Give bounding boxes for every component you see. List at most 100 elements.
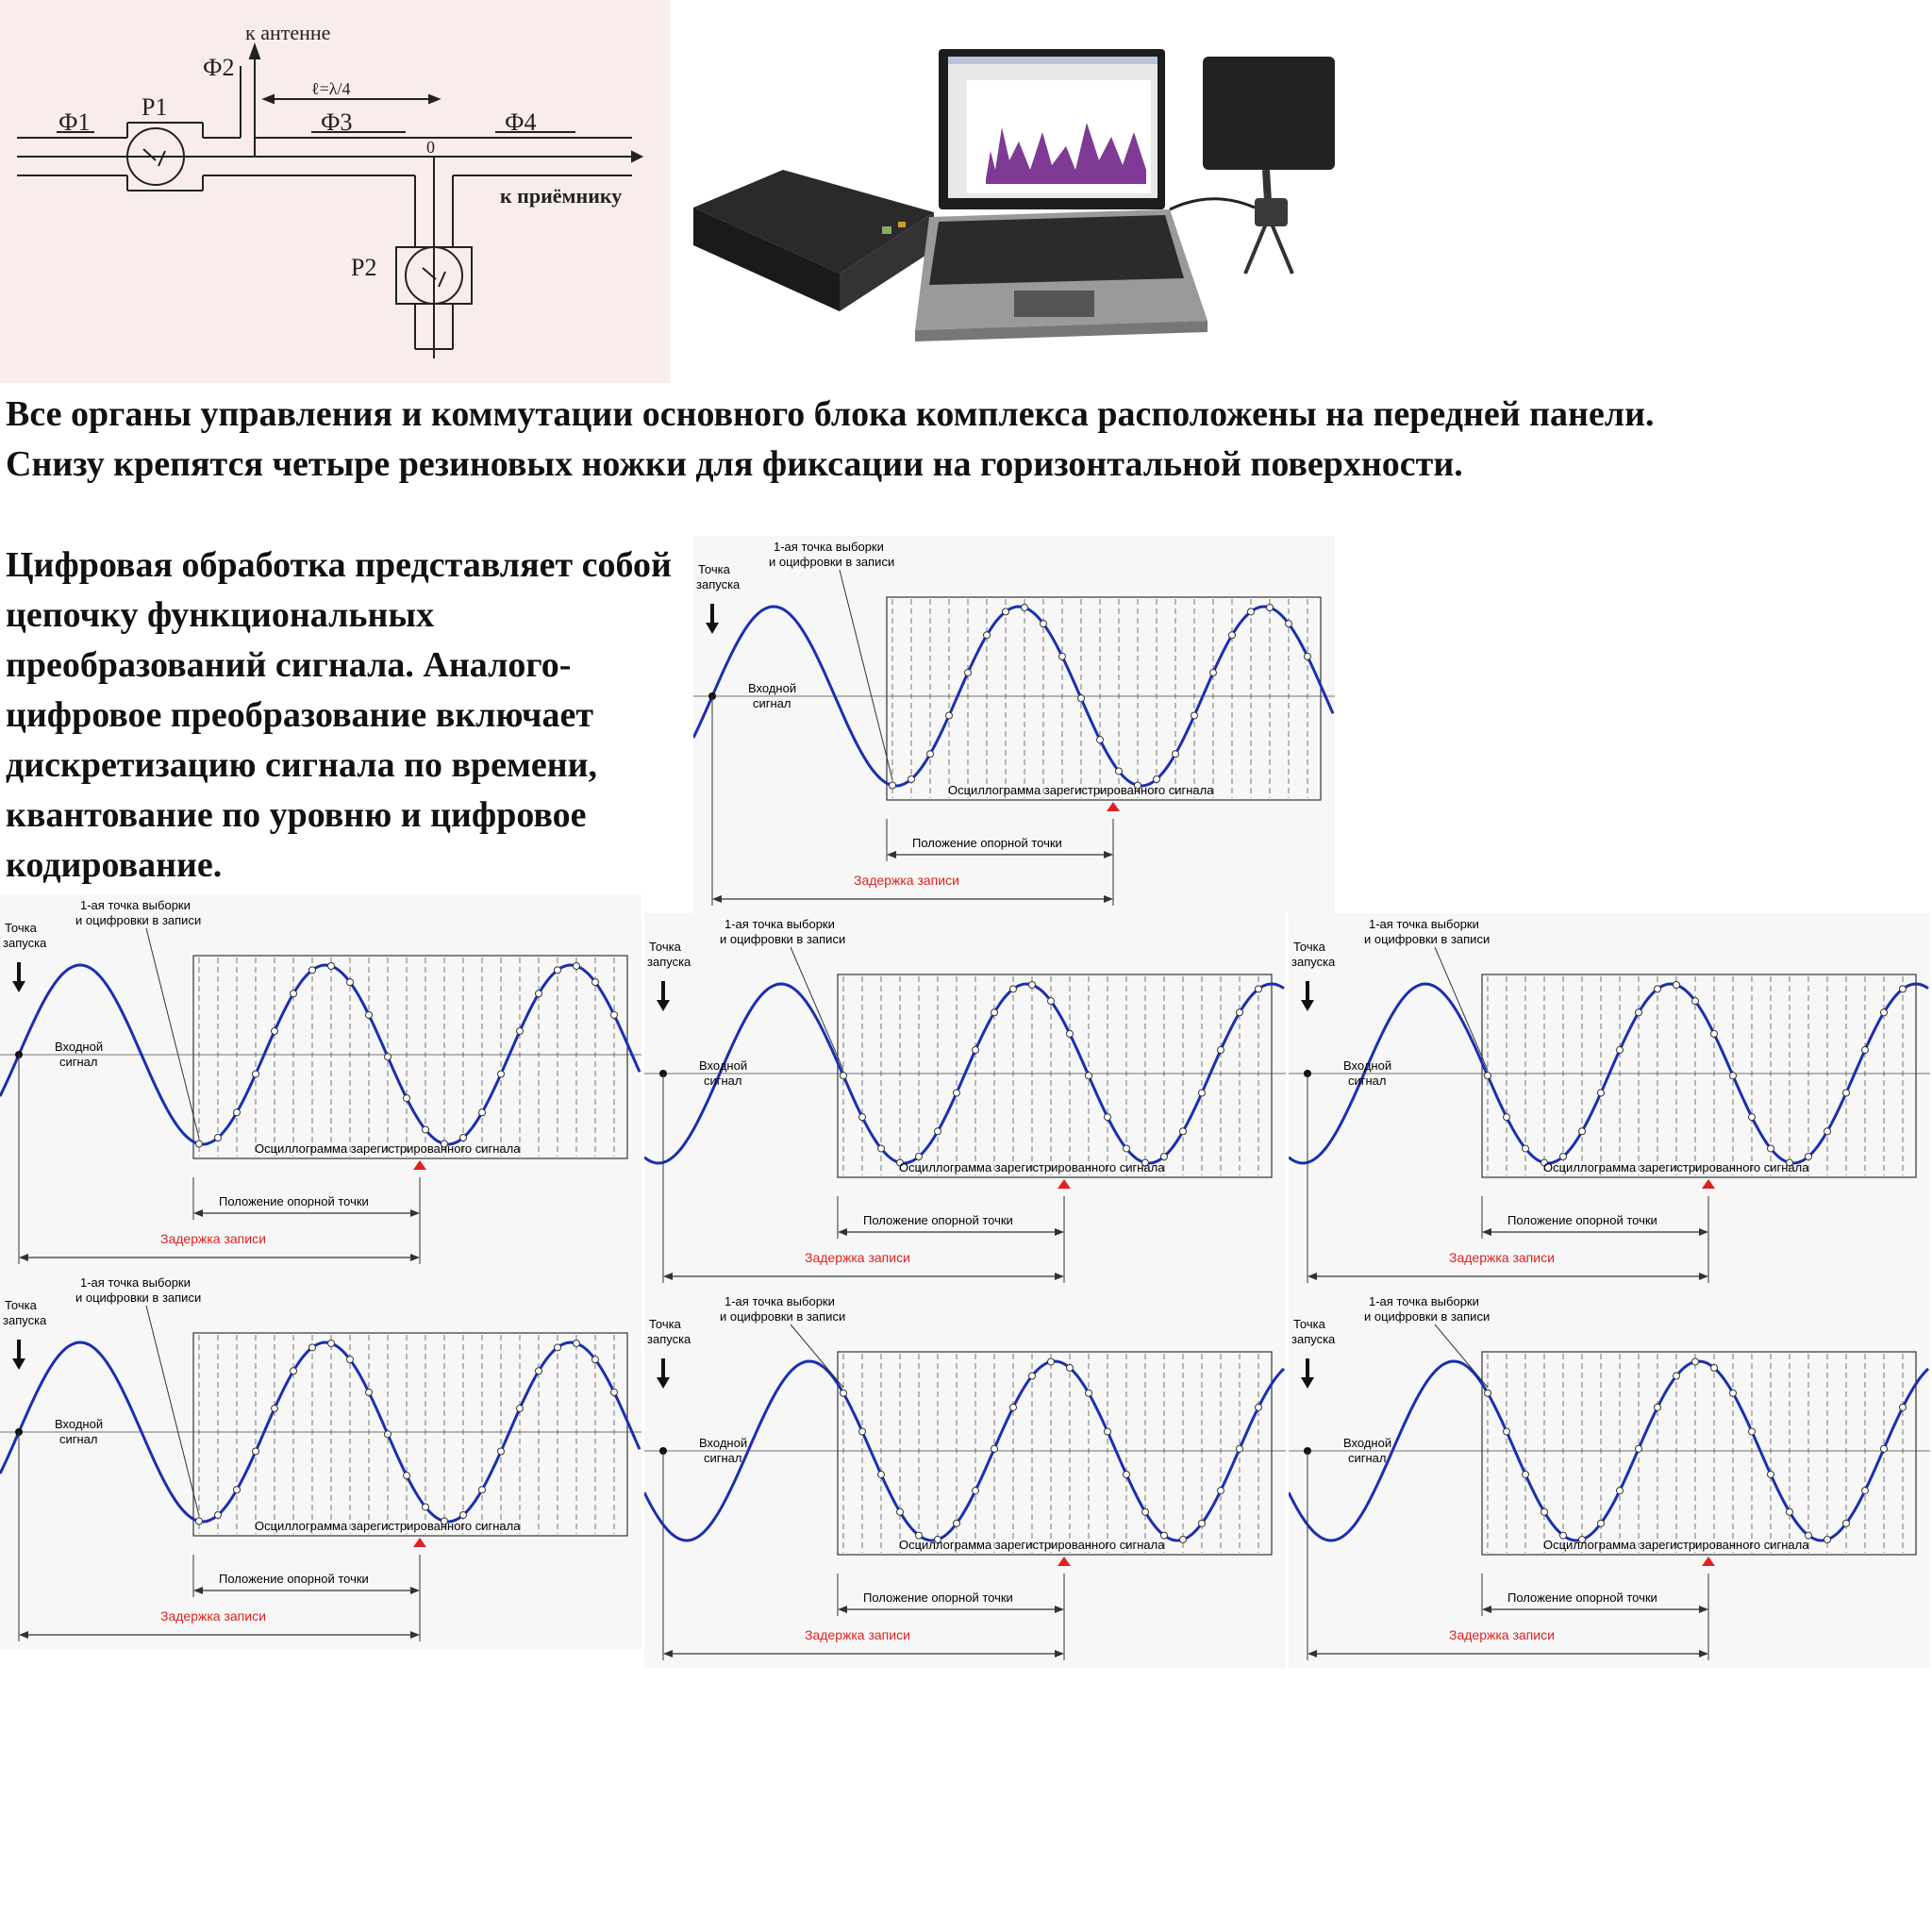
sample-point [327, 1339, 335, 1347]
sample-point [327, 961, 335, 970]
delay-label: Задержка записи [1449, 1250, 1555, 1265]
sample-point [1899, 1403, 1907, 1411]
receiver-box [693, 170, 934, 311]
input-signal-curve [1288, 982, 1929, 1165]
first-point-label-2: и оцифровки в записи [720, 932, 845, 946]
trigger-label-2: запуска [696, 577, 741, 591]
delay-label: Задержка записи [805, 1250, 910, 1265]
record-window [1481, 974, 1917, 1178]
sample-point [459, 1510, 467, 1519]
sample-point [964, 669, 972, 677]
ref-arrow-left [1482, 1228, 1491, 1236]
first-point-label-2: и оцифровки в записи [1364, 932, 1490, 946]
sample-point [290, 1367, 297, 1375]
sample-point [1729, 1389, 1737, 1397]
reference-marker [1702, 1179, 1715, 1189]
sample-point [1058, 652, 1066, 660]
record-label: Осциллограмма зарегистрированного сигнал… [255, 1519, 521, 1533]
sample-point [610, 1010, 618, 1019]
sample-point [1541, 1507, 1548, 1516]
sample-point [1880, 1444, 1888, 1453]
sample-point [991, 1444, 998, 1453]
antenna-stand [1169, 57, 1335, 275]
length-label: ℓ=λ/4 [311, 79, 351, 98]
delay-arrow-left [19, 1631, 28, 1639]
record-label: Осциллограмма зарегистрированного сигнал… [1543, 1160, 1809, 1174]
p2-label: Р2 [351, 254, 376, 281]
sample-point [1047, 997, 1055, 1006]
delay-arrow-right [1699, 1650, 1708, 1657]
ref-arrow-right [1104, 851, 1113, 858]
sample-point [1484, 1072, 1491, 1080]
sample-point [1578, 1127, 1586, 1136]
sample-point [1115, 767, 1123, 775]
sample-point [877, 1470, 885, 1478]
first-point-pointer [790, 946, 844, 1071]
oscillogram-panel-4: Точка запуска 1-ая точка выборки и оцифровк… [1288, 913, 1930, 1291]
ref-point-label: Положение опорной точки [912, 836, 1062, 850]
phi1-label: Ф1 [58, 108, 91, 136]
sample-point [1861, 1046, 1869, 1055]
input-signal-label: Входной [699, 1436, 747, 1450]
sample-point [308, 966, 316, 974]
input-signal-label: Входной [699, 1058, 747, 1073]
ref-arrow-right [410, 1587, 420, 1594]
sample-point [1160, 1152, 1168, 1160]
delay-arrow-left [712, 895, 722, 903]
sample-point [926, 750, 934, 758]
trigger-label-2: запуска [1291, 955, 1336, 969]
sample-point [1179, 1536, 1187, 1544]
sample-point [1503, 1113, 1510, 1122]
sample-point [915, 1531, 923, 1540]
sample-point [346, 1356, 354, 1364]
sample-point [422, 1503, 429, 1511]
ref-arrow-left [1482, 1606, 1491, 1613]
sample-point [1228, 631, 1236, 640]
sample-point [934, 1127, 941, 1136]
sample-point [1028, 1372, 1036, 1380]
sample-point [1824, 1127, 1831, 1136]
sample-point [972, 1046, 979, 1055]
oscillogram-panel-2: Точка запуска 1-ая точка выборки и оцифровк… [0, 894, 641, 1272]
first-point-pointer [1434, 1324, 1489, 1389]
sample-point [1522, 1470, 1529, 1478]
sample-point [1198, 1089, 1206, 1097]
ref-arrow-right [1055, 1228, 1064, 1236]
delay-arrow-right [1699, 1273, 1708, 1280]
sample-point [195, 1140, 203, 1148]
input-signal-curve [0, 1341, 641, 1524]
phi4-label: Ф4 [505, 108, 537, 136]
input-signal-label-2: сигнал [59, 1432, 98, 1446]
sample-point [1247, 608, 1255, 616]
sample-point [1002, 608, 1009, 616]
sample-point [877, 1144, 885, 1153]
sample-point [290, 990, 297, 998]
sample-point [889, 781, 896, 790]
sample-point [1160, 1531, 1168, 1540]
first-point-label-2: и оцифровки в записи [720, 1309, 845, 1324]
trigger-arrowhead [706, 623, 719, 634]
input-signal-curve [691, 605, 1335, 788]
sample-point [934, 1536, 941, 1544]
sample-point [591, 1356, 599, 1364]
sample-point [535, 1367, 542, 1375]
reference-marker [1058, 1179, 1071, 1189]
trigger-label-2: запуска [3, 936, 47, 950]
sample-point [403, 1094, 410, 1103]
sample-point [1824, 1536, 1831, 1544]
sample-point [1009, 985, 1017, 993]
sample-point [1861, 1487, 1869, 1495]
sample-point [1767, 1144, 1774, 1153]
sample-point [1786, 1507, 1793, 1516]
sample-point [365, 1388, 373, 1396]
reference-marker [413, 1538, 426, 1547]
sample-point [271, 1027, 278, 1036]
sample-point [1691, 1357, 1699, 1366]
delay-arrow-right [410, 1631, 420, 1639]
sample-point [1104, 1427, 1111, 1436]
oscillogram-panel-5: Точка запуска 1-ая точка выборки и оцифровк… [0, 1272, 641, 1649]
sample-point [1503, 1427, 1510, 1436]
delay-arrow-left [663, 1650, 673, 1657]
first-point-label-2: и оцифровки в записи [769, 555, 894, 569]
delay-arrow-right [1104, 895, 1113, 903]
